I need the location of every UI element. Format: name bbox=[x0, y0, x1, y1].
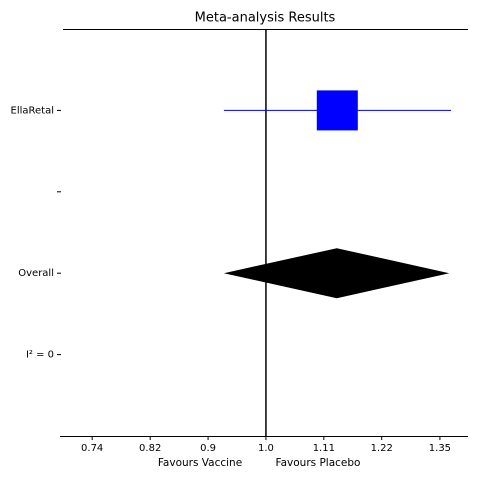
y-tick-label: EllaRetal bbox=[11, 105, 54, 116]
x-label-right: Favours Placebo bbox=[276, 457, 361, 469]
x-tick-label: 0.82 bbox=[139, 443, 161, 454]
x-tick-label: 0.9 bbox=[200, 443, 216, 454]
y-tick-label: I² = 0 bbox=[26, 350, 54, 361]
overall-diamond bbox=[223, 248, 450, 299]
x-tick-label: 1.11 bbox=[313, 443, 335, 454]
y-tick-label: Overall bbox=[18, 268, 54, 279]
x-tick-label: 0.74 bbox=[81, 443, 103, 454]
study-square bbox=[316, 90, 358, 131]
x-tick-label: 1.22 bbox=[371, 443, 393, 454]
x-tick-label: 1.0 bbox=[258, 443, 274, 454]
x-label-left: Favours Vaccine bbox=[158, 457, 242, 469]
chart-title: Meta-analysis Results bbox=[195, 11, 336, 26]
x-tick-label: 1.35 bbox=[429, 443, 451, 454]
